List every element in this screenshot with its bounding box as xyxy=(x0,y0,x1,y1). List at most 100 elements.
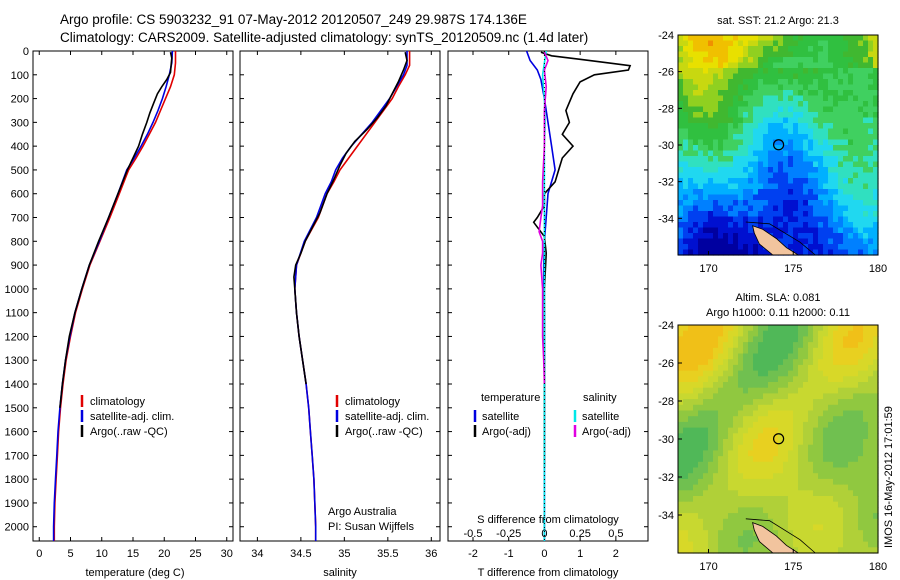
map-cell xyxy=(693,473,699,480)
map-cell xyxy=(723,200,729,207)
map-cell xyxy=(873,330,879,337)
map-cell xyxy=(773,347,779,355)
map-cell xyxy=(788,172,794,179)
map-cell xyxy=(698,541,704,548)
map-cell xyxy=(858,353,864,360)
map-cell xyxy=(778,68,784,75)
map-cell xyxy=(818,106,824,113)
map-cell xyxy=(873,216,879,223)
map-cell xyxy=(818,484,824,491)
map-cell xyxy=(748,222,754,229)
map-cell xyxy=(728,325,734,332)
map-cell xyxy=(773,416,779,423)
map-cell xyxy=(813,150,819,157)
map-cell xyxy=(833,370,839,377)
map-cell xyxy=(823,347,829,355)
map-cell xyxy=(708,172,714,179)
legend-label: Argo(..raw -QC) xyxy=(90,426,168,438)
map-cell xyxy=(713,167,719,174)
map-cell xyxy=(743,478,749,486)
map-cell xyxy=(778,205,784,212)
map-cell xyxy=(868,433,874,440)
map-cell xyxy=(773,73,779,80)
map-cell xyxy=(768,145,774,152)
map-cell xyxy=(723,216,729,223)
map-cell xyxy=(718,200,724,207)
map-cell xyxy=(838,524,844,531)
map-cell xyxy=(763,359,769,366)
map-cell xyxy=(833,35,839,42)
map-cell xyxy=(788,145,794,152)
map-cell xyxy=(788,518,794,526)
map-cell xyxy=(858,382,864,389)
map-cell xyxy=(813,547,819,554)
map-cell xyxy=(763,399,769,406)
map-cell xyxy=(728,364,734,372)
map-cell xyxy=(683,359,689,366)
map-cell xyxy=(743,416,749,423)
map-cell xyxy=(688,178,694,185)
map-cell xyxy=(713,427,719,434)
map-cell xyxy=(848,496,854,503)
map-cell xyxy=(738,194,744,201)
map-cell xyxy=(798,347,804,355)
map-cell xyxy=(833,382,839,389)
map-cell xyxy=(788,473,794,480)
map-cell xyxy=(728,404,734,412)
map-cell xyxy=(823,51,829,58)
map-cell xyxy=(853,62,859,69)
map-cell xyxy=(853,370,859,377)
map-cell xyxy=(773,421,779,429)
map-cell xyxy=(858,399,864,406)
map-cell xyxy=(698,427,704,434)
map-cell xyxy=(823,156,829,163)
map-cell xyxy=(868,112,874,119)
map-cell xyxy=(783,325,789,332)
map-cell xyxy=(723,524,729,531)
map-cell xyxy=(688,444,694,451)
map-cell xyxy=(703,200,709,207)
map-cell xyxy=(833,68,839,75)
map-cell xyxy=(683,416,689,423)
map-cell xyxy=(858,150,864,157)
map-cell xyxy=(743,530,749,537)
map-cell xyxy=(738,200,744,207)
plot-frame xyxy=(32,50,234,542)
map-cell xyxy=(763,421,769,429)
map-cell xyxy=(678,382,684,389)
map-cell xyxy=(728,62,734,69)
map-cell xyxy=(788,178,794,185)
map-cell xyxy=(708,249,714,256)
map-cell xyxy=(863,227,869,234)
map-cell xyxy=(863,325,869,332)
map-cell xyxy=(833,433,839,440)
map-cell xyxy=(763,484,769,491)
map-cell xyxy=(743,461,749,469)
map-cell xyxy=(873,200,879,207)
map-cell xyxy=(718,139,724,146)
map-cell xyxy=(823,117,829,124)
map-cell xyxy=(833,189,839,196)
map-cell xyxy=(713,478,719,486)
map-cell xyxy=(853,194,859,201)
map-cell xyxy=(718,421,724,429)
map-cell xyxy=(678,416,684,423)
map-cell xyxy=(723,46,729,53)
map-cell xyxy=(818,189,824,196)
map-cell xyxy=(853,117,859,124)
map-cell xyxy=(738,205,744,212)
map-cell xyxy=(803,62,809,69)
map-cell xyxy=(778,216,784,223)
map-cell xyxy=(788,40,794,47)
map-cell xyxy=(718,134,724,141)
map-cell xyxy=(713,183,719,190)
map-cell xyxy=(838,439,844,446)
map-cell xyxy=(693,238,699,245)
map-cell xyxy=(748,353,754,360)
map-cell xyxy=(723,244,729,251)
map-cell xyxy=(848,410,854,417)
map-cell xyxy=(823,359,829,366)
map-cell xyxy=(743,484,749,491)
map-cell xyxy=(823,444,829,451)
map-cell xyxy=(808,518,814,526)
